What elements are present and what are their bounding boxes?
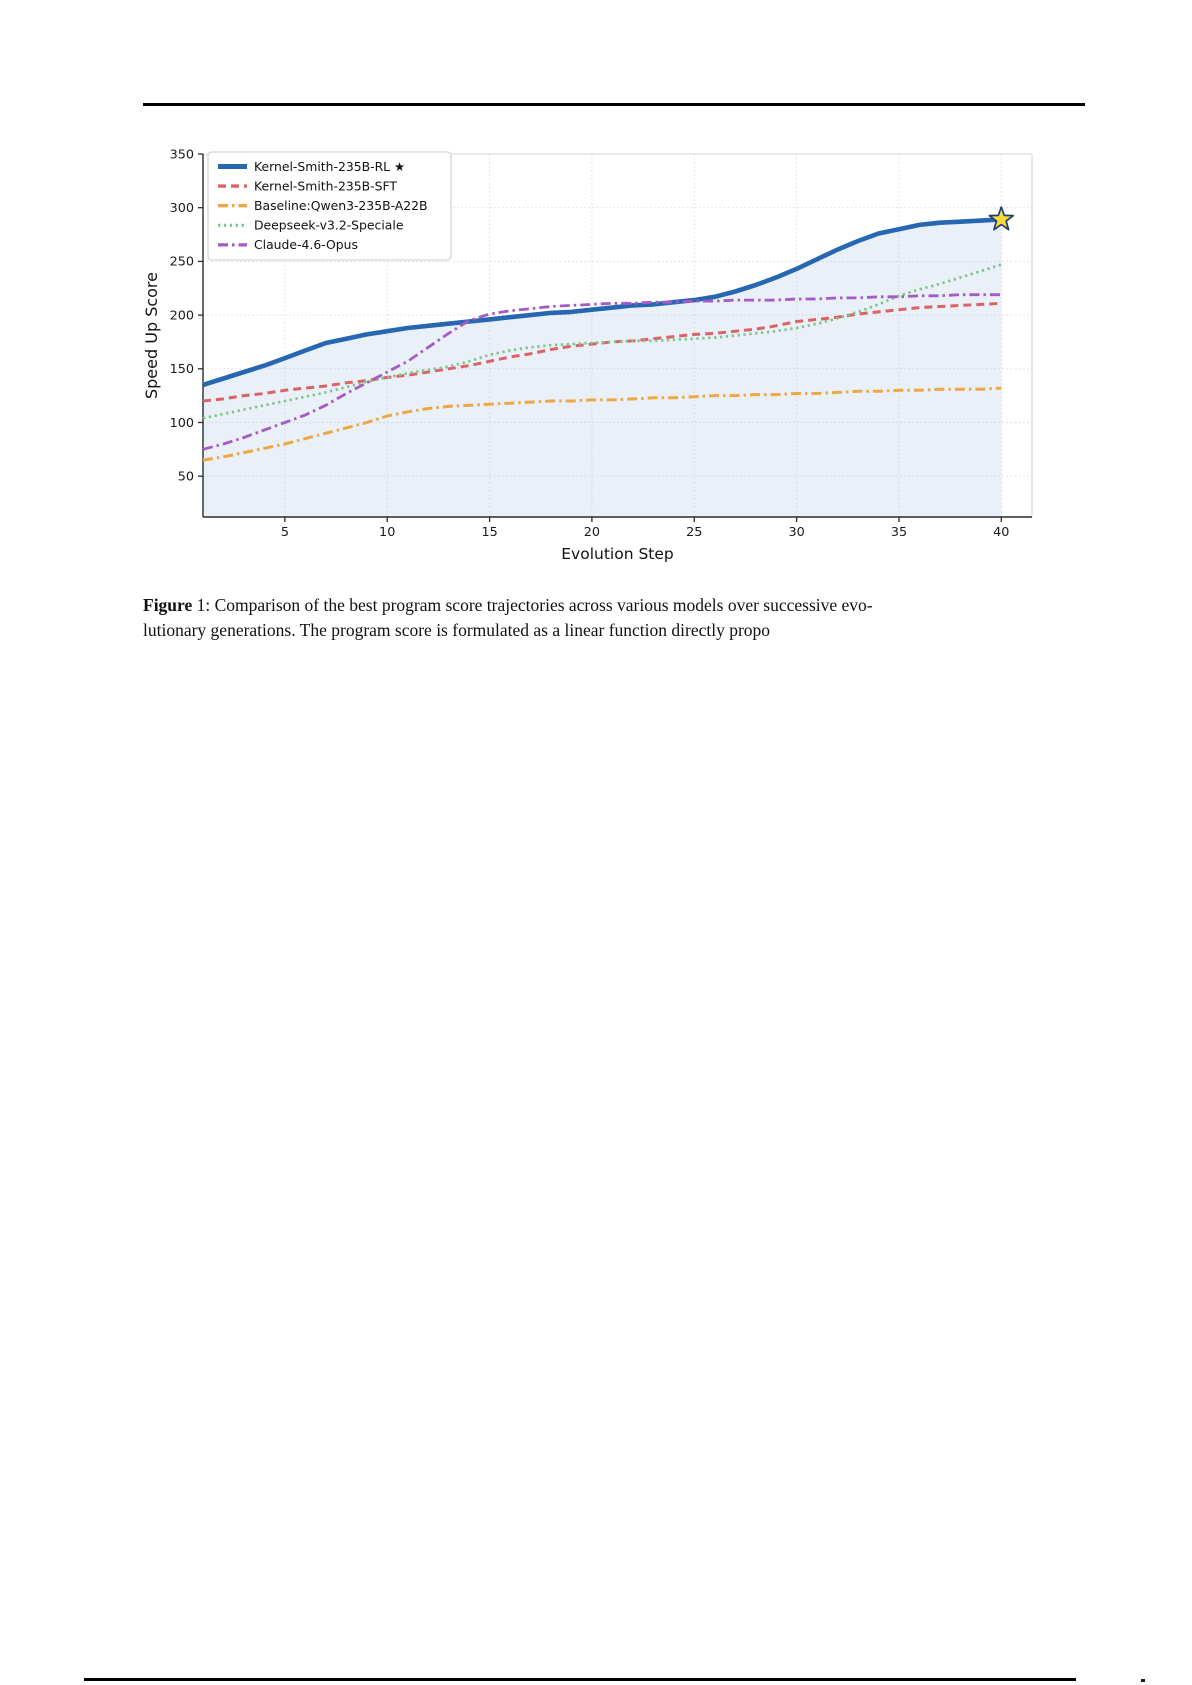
x-tick-label-25: 25 (686, 525, 702, 540)
y-tick-label-50: 50 (178, 470, 194, 485)
area-fill-kernel-smith-235b-rl (203, 219, 1002, 517)
best-score-star-marker (988, 206, 1015, 231)
y-tick-label-200: 200 (170, 308, 194, 323)
y-axis-label: Speed Up Score (142, 272, 161, 399)
caption-line2: lutionary generations. The program score… (143, 619, 771, 640)
legend-label-claude-4-6-opus: Claude-4.6-Opus (254, 237, 358, 252)
x-tick-label-15: 15 (481, 525, 497, 540)
y-tick-label-250: 250 (170, 255, 194, 270)
series-line-deepseek-v3-2-speciale (202, 263, 1002, 420)
x-tick-label-30: 30 (788, 525, 804, 540)
footer-partial-mark (1141, 1679, 1145, 1682)
legend-label-deepseek-v3-2-speciale: Deepseek-v3.2-Speciale (254, 218, 403, 233)
bottom-rule (84, 1678, 1076, 1682)
legend-label-kernel-smith-235b-rl: Kernel-Smith-235B-RL ★ (254, 159, 405, 174)
x-tick-label-40: 40 (993, 525, 1009, 540)
y-tick-label-300: 300 (170, 201, 194, 216)
legend-box (207, 151, 452, 261)
legend-label-kernel-smith-235b-sft: Kernel-Smith-235B-SFT (254, 178, 397, 193)
caption-figure-label: Figure (143, 595, 193, 615)
x-tick-label-35: 35 (891, 525, 907, 540)
y-tick-label-100: 100 (170, 416, 194, 431)
series-line-baseline-qwen3-235b-a22b (202, 386, 1002, 462)
legend-label-baseline-qwen3-235b-a22b: Baseline:Qwen3-235B-A22B (254, 198, 428, 213)
caption-line1: 1: Comparison of the best program score … (192, 595, 873, 615)
series-line-claude-4-6-opus (202, 293, 1002, 451)
x-axis-label: Evolution Step (561, 545, 674, 563)
line-chart-figure: 50 100 150 200 250 300 350 5 10 15 20 25 30 35 40 Evolu… (142, 147, 1033, 563)
figure-caption: Figure 1: Comparison of the best program… (143, 593, 1053, 642)
series-line-kernel-smith-235b-rl (202, 217, 1002, 388)
x-tick-label-10: 10 (379, 525, 395, 540)
x-tick-label-20: 20 (584, 525, 600, 540)
x-tick-label-5: 5 (281, 525, 289, 540)
y-tick-label-350: 350 (170, 147, 194, 162)
y-tick-label-150: 150 (170, 362, 194, 377)
top-rule (143, 103, 1085, 106)
